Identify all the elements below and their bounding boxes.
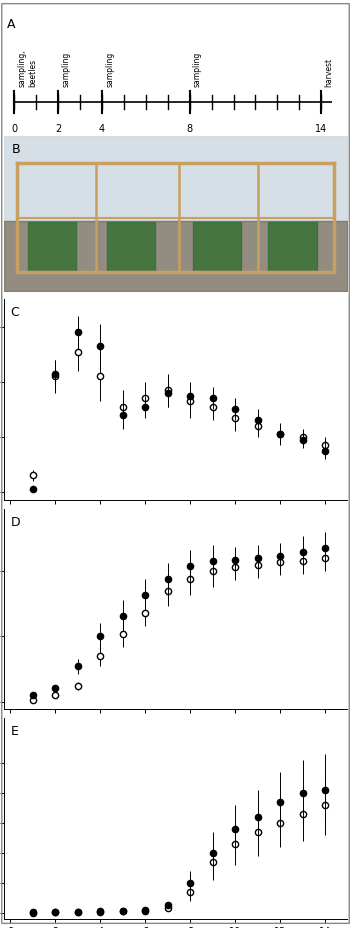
Text: sampling: sampling [105, 52, 114, 87]
Text: B: B [12, 143, 21, 156]
Text: harvest: harvest [324, 58, 333, 87]
Text: sampling: sampling [61, 52, 71, 87]
Text: A: A [7, 19, 15, 32]
Text: 2: 2 [55, 124, 61, 135]
Text: 4: 4 [99, 124, 105, 135]
Text: sampling,
beetles: sampling, beetles [18, 49, 37, 87]
Text: 0: 0 [11, 124, 18, 135]
Text: C: C [11, 306, 19, 319]
Text: 14: 14 [315, 124, 327, 135]
Text: 8: 8 [187, 124, 193, 135]
Text: D: D [11, 515, 20, 528]
Text: sampling: sampling [193, 52, 202, 87]
Text: E: E [11, 725, 18, 738]
